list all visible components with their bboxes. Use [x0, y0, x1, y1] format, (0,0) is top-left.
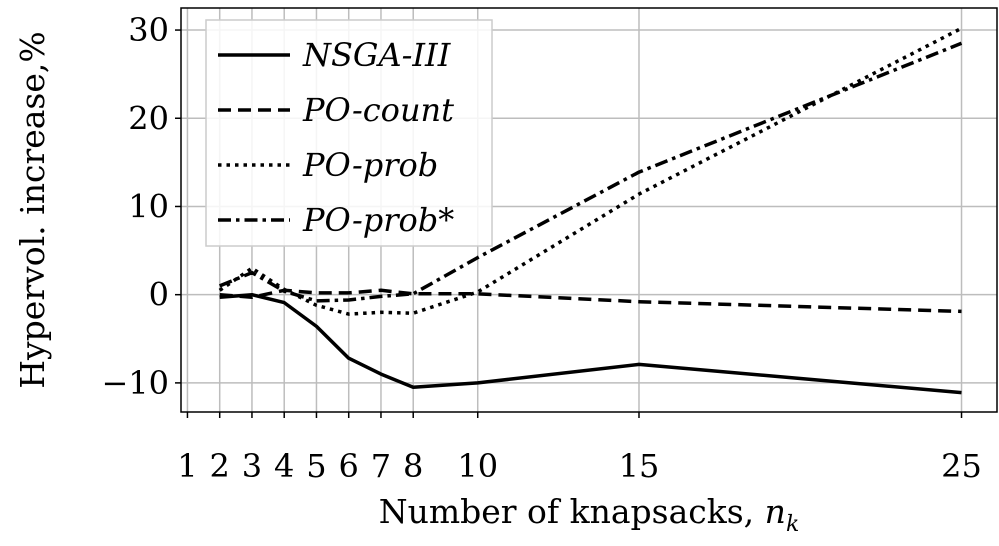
x-tick-label: 2 — [210, 447, 230, 485]
x-axis-label: Number of knapsacks, nk — [379, 492, 800, 537]
series-line-po-prob — [219, 41, 963, 303]
x-axis-label-sub: k — [786, 512, 799, 537]
y-tick-label: 10 — [128, 187, 169, 225]
x-tick-label: 7 — [371, 447, 391, 485]
x-tick-label: 15 — [619, 447, 660, 485]
legend-label: NSGA-III — [302, 36, 452, 74]
legend: NSGA-III PO-count PO-prob PO-prob* — [205, 19, 493, 247]
x-tick-label: 4 — [274, 447, 294, 485]
x-tick-label: 10 — [457, 447, 498, 485]
plot-frame — [180, 7, 998, 413]
y-tick-label: 20 — [128, 99, 169, 137]
x-tick-label: 6 — [339, 447, 359, 485]
legend-label: PO-prob — [302, 146, 438, 184]
x-tick-label: 1 — [177, 447, 197, 485]
y-tick-label: 0 — [149, 276, 169, 314]
series-group — [218, 26, 963, 395]
series-line-po-count — [219, 288, 962, 314]
legend-label: PO-count — [302, 91, 454, 129]
y-tick-label: −10 — [101, 364, 169, 402]
x-axis-label-text: Number of knapsacks, — [379, 492, 765, 531]
y-axis-label: Hypervol. increase,% — [13, 31, 52, 388]
x-axis-label-var: n — [765, 492, 786, 531]
series-line-nsga-iii — [219, 292, 962, 395]
y-tick-label: 30 — [128, 11, 169, 49]
series-line-po-prob — [218, 26, 963, 316]
x-tick-label: 8 — [403, 447, 423, 485]
legend-label: PO-prob* — [302, 201, 454, 239]
axis-ticks: 1 2 3 4 5 6 7 8 10 15 25 −10 0 10 20 30 — [101, 11, 981, 485]
legend-box — [205, 19, 493, 247]
x-tick-label: 25 — [941, 447, 982, 485]
x-tick-label: 3 — [242, 447, 262, 485]
x-tick-label: 5 — [306, 447, 326, 485]
